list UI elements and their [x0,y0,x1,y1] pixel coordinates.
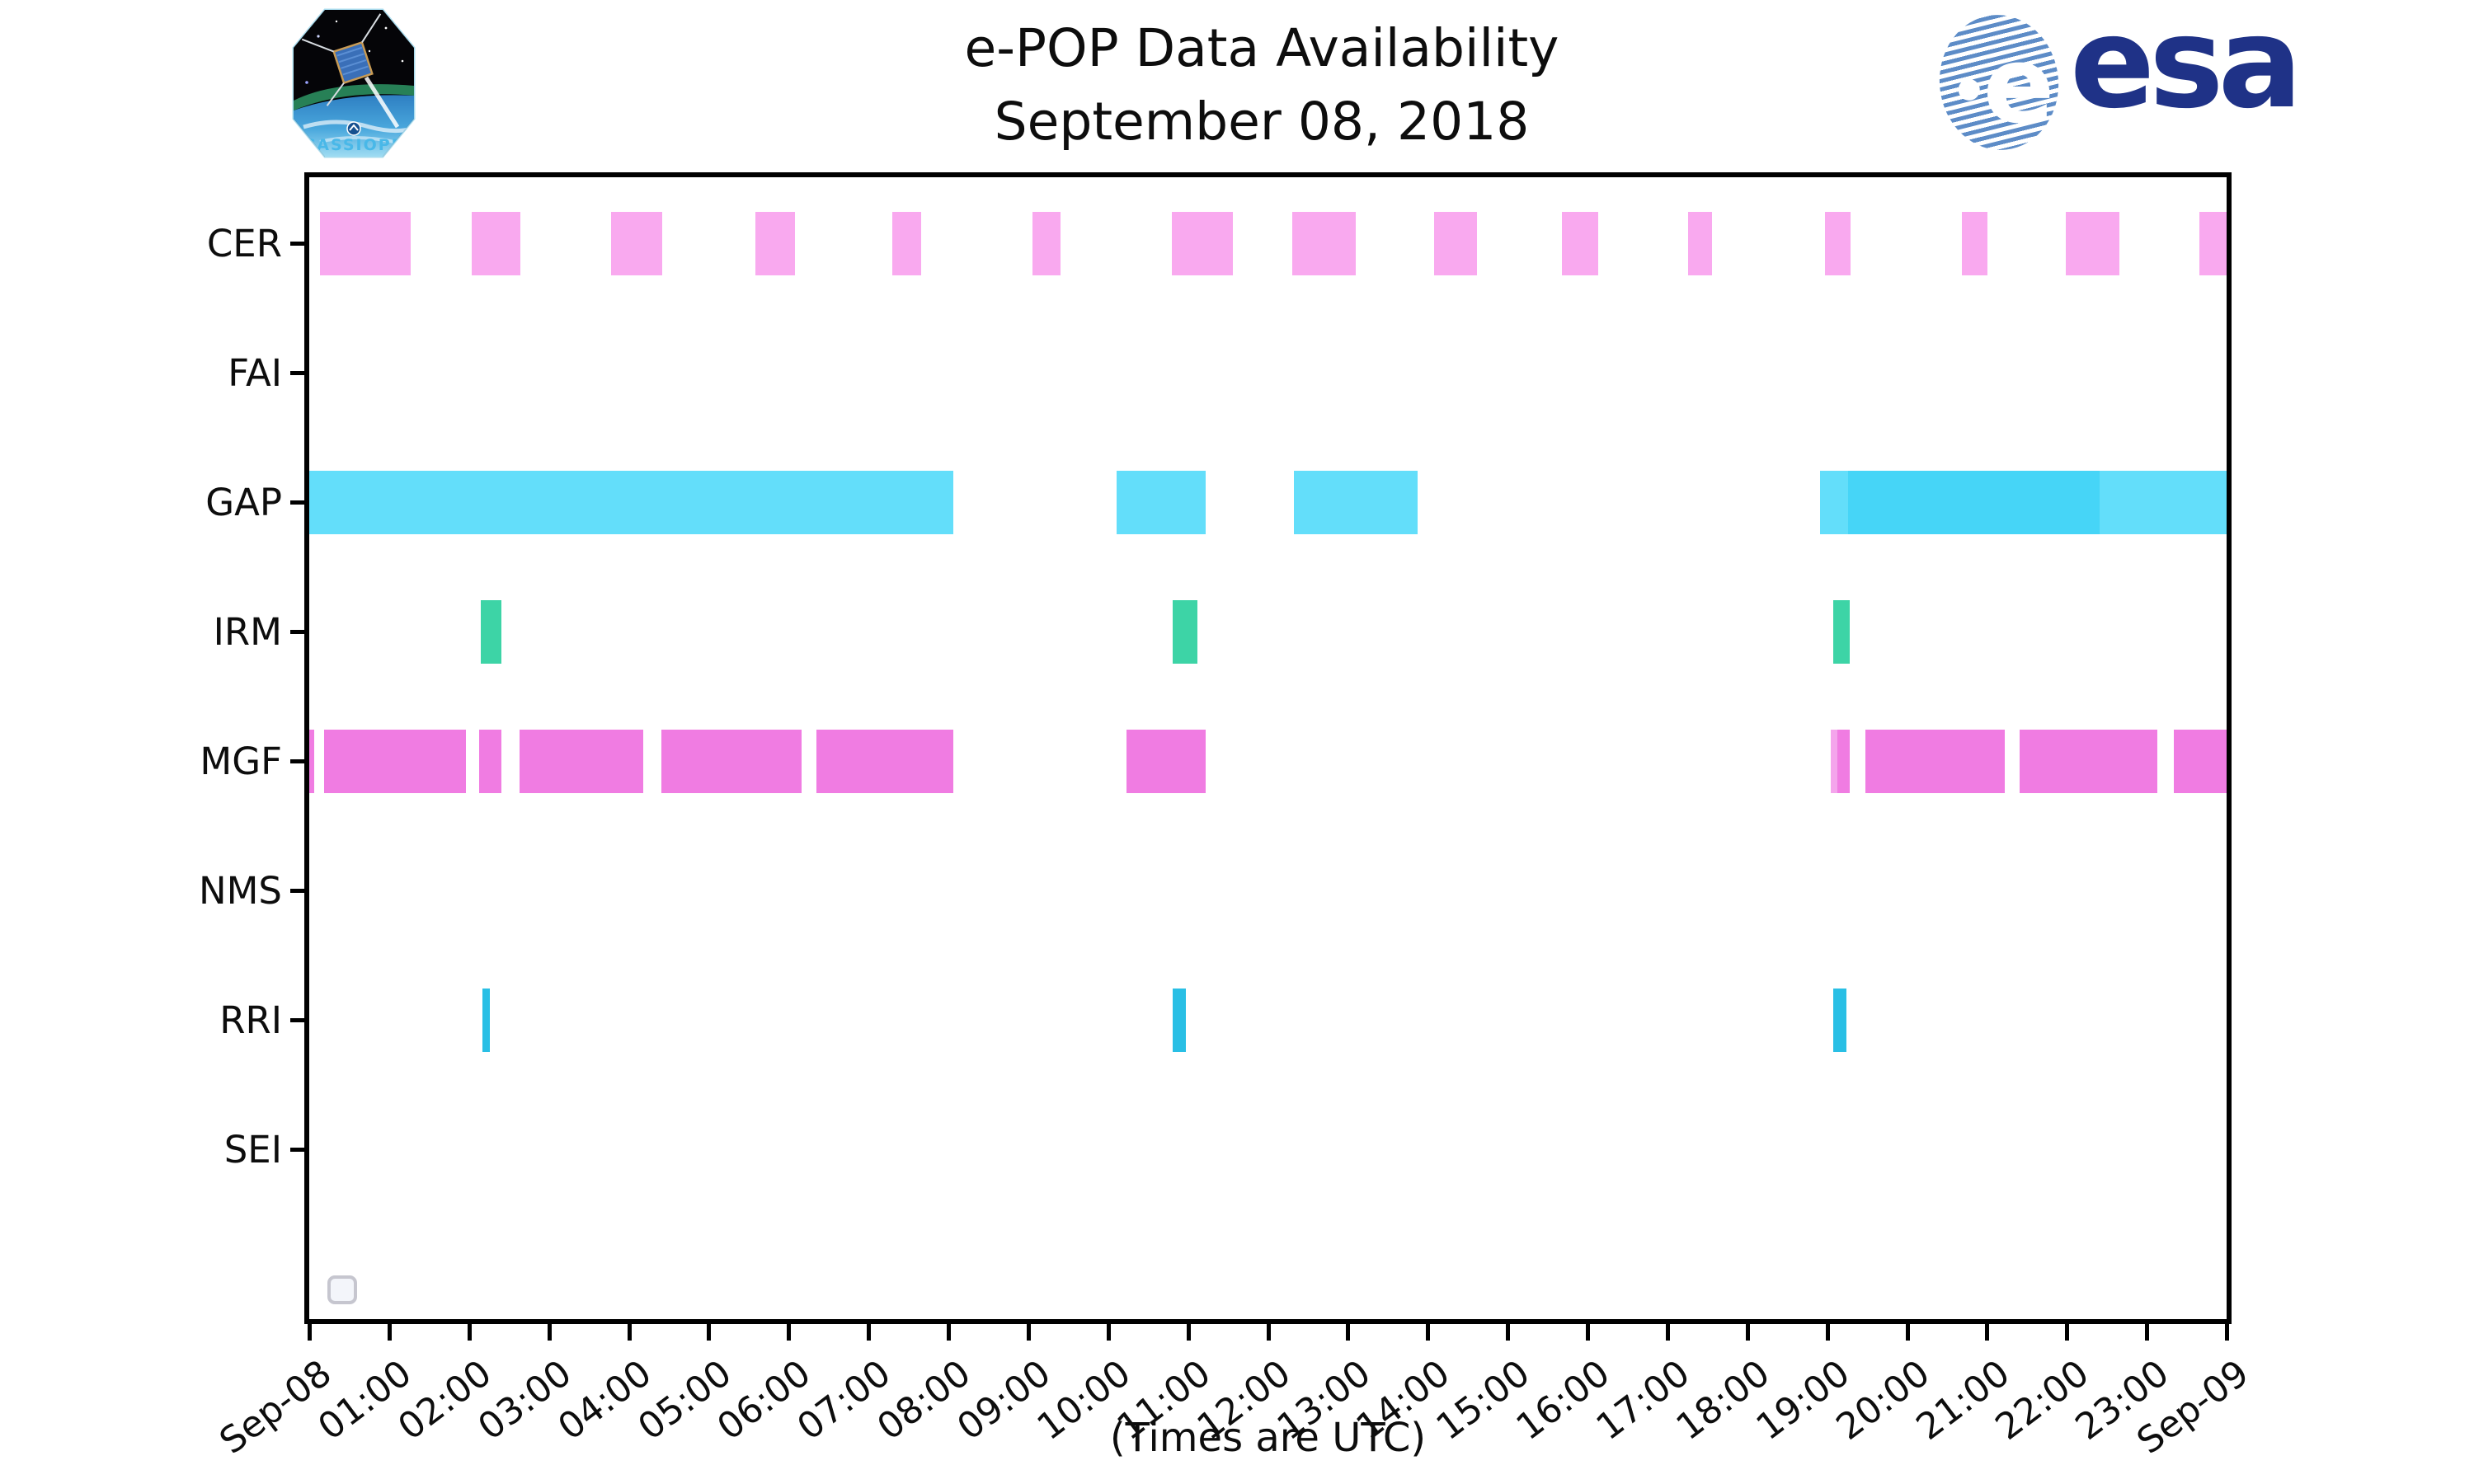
availability-bar-cer [1032,212,1061,275]
availability-bar-cer [2199,212,2227,275]
legend-artifact-box [327,1275,357,1304]
availability-bar-cer [755,212,795,275]
availability-bar-mgf [2020,730,2157,793]
x-tick-13 [1346,1322,1351,1341]
x-tick-2 [467,1322,472,1341]
availability-bar-mgf [1126,730,1206,793]
x-tick-8 [947,1322,951,1341]
availability-bar-mgf [519,730,643,793]
availability-bar-rri [482,989,490,1052]
x-tick-5 [707,1322,712,1341]
patch-aurora [294,84,414,110]
esa-wordmark: esa [2070,0,2302,136]
x-tick-23 [2145,1322,2150,1341]
y-axis-label-cer: CER [206,222,282,265]
esa-logo: e esa [1932,0,2398,157]
x-tick-17 [1665,1322,1670,1341]
availability-bar-cer [2066,212,2120,275]
x-tick-16 [1586,1322,1590,1341]
esa-emblem-star-dot [1957,77,1982,102]
patch-cassiope-label: CASSIOPE [303,136,403,154]
y-axis-label-sei: SEI [223,1128,282,1172]
x-axis-caption: (Times are UTC) [1109,1415,1427,1461]
y-tick-irm [290,630,308,634]
x-tick-0 [308,1322,312,1341]
availability-bar-gap [309,471,953,534]
availability-bar-mgf [479,730,502,793]
x-tick-10 [1106,1322,1111,1341]
y-tick-sei [290,1148,308,1152]
y-tick-fai [290,371,308,375]
x-tick-22 [2065,1322,2070,1341]
availability-bar-mgf [2174,730,2227,793]
y-axis-label-irm: IRM [213,610,282,654]
cassiope-patch-graphic: CASSIOPE [292,8,416,158]
availability-bar-mgf [1831,730,1838,793]
availability-bar-cer [319,212,412,275]
x-tick-21 [1985,1322,1990,1341]
availability-bar-mgf [1865,730,2005,793]
availability-bar-cer [1291,212,1357,275]
availability-bar-mgf [661,730,802,793]
availability-bar-gap [2099,471,2227,534]
availability-bar-cer [1824,212,1851,275]
availability-bar-mgf [309,730,314,793]
cassiope-mission-patch: CASSIOPE [287,3,421,163]
patch-satellite [301,13,382,106]
page-subtitle: September 08, 2018 [994,92,1530,153]
availability-bar-mgf [324,730,466,793]
availability-bar-cer [1172,212,1233,275]
x-tick-12 [1266,1322,1271,1341]
x-tick-9 [1026,1322,1031,1341]
availability-bar-irm [1173,600,1198,664]
availability-bar-cer [611,212,663,275]
availability-bar-cer [892,212,922,275]
patch-beam [364,76,400,129]
availability-bar-cer [1962,212,1988,275]
y-axis-label-mgf: MGF [200,740,282,783]
x-tick-4 [627,1322,632,1341]
x-tick-24 [2225,1322,2229,1341]
x-tick-11 [1186,1322,1191,1341]
y-axis-label-rri: RRI [219,998,282,1042]
x-tick-7 [867,1322,872,1341]
x-tick-1 [387,1322,392,1341]
x-tick-19 [1825,1322,1830,1341]
x-tick-20 [1905,1322,1910,1341]
y-tick-mgf [290,759,308,763]
availability-bar-irm [1833,600,1850,664]
esa-emblem-letter-e: e [1982,24,2055,148]
y-tick-rri [290,1018,308,1022]
availability-bar-cer [1434,212,1478,275]
y-axis-label-fai: FAI [228,351,282,395]
availability-bar-gap [1819,471,1848,534]
page-title: e-POP Data Availability [964,18,1559,78]
availability-bar-rri [1833,989,1846,1052]
x-tick-14 [1426,1322,1431,1341]
y-axis-label-nms: NMS [198,869,282,913]
availability-bar-cer [471,212,520,275]
availability-bar-rri [1173,989,1186,1052]
availability-bar-cer [1688,212,1713,275]
availability-bar-gap [1117,471,1206,534]
availability-bar-gap [1847,471,2100,534]
x-tick-3 [547,1322,552,1341]
esa-emblem-disc: e [1932,8,2066,157]
availability-bar-mgf [816,730,953,793]
chart-title-block: e-POP Data Availability September 08, 20… [660,12,1864,159]
availability-bar-cer [1562,212,1598,275]
availability-bar-irm [481,600,502,664]
y-tick-cer [290,242,308,246]
y-axis-label-gap: GAP [205,481,282,524]
x-tick-15 [1506,1322,1511,1341]
patch-csa-roundel [346,121,361,136]
availability-bar-gap [1294,471,1418,534]
y-tick-nms [290,889,308,893]
x-tick-6 [787,1322,792,1341]
availability-bar-mgf [1837,730,1850,793]
x-tick-18 [1745,1322,1750,1341]
y-tick-gap [290,500,308,505]
